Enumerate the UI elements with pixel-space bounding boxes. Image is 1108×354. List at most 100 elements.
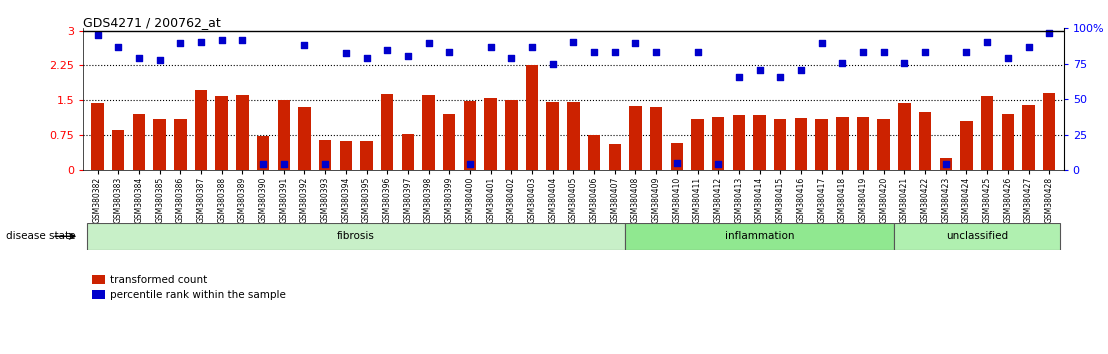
- Bar: [878, 119, 890, 170]
- Text: fibrosis: fibrosis: [337, 231, 376, 241]
- Point: [337, 50, 355, 56]
- Bar: [360, 141, 372, 170]
- Bar: [195, 90, 207, 170]
- Bar: [215, 96, 228, 170]
- Point: [854, 49, 872, 55]
- Point: [647, 49, 665, 55]
- Point: [689, 49, 707, 55]
- Bar: [381, 94, 393, 170]
- Bar: [815, 119, 828, 170]
- Text: unclassified: unclassified: [946, 231, 1008, 241]
- Point: [316, 161, 334, 167]
- Bar: [464, 101, 476, 170]
- Point: [440, 49, 458, 55]
- Bar: [112, 131, 124, 170]
- Bar: [1043, 93, 1056, 170]
- Bar: [629, 106, 642, 170]
- Point: [585, 49, 603, 55]
- Point: [482, 45, 500, 50]
- Bar: [567, 102, 579, 170]
- Point: [833, 60, 851, 65]
- Point: [213, 38, 230, 43]
- Point: [937, 161, 955, 167]
- Bar: [88, 223, 625, 250]
- Point: [275, 161, 293, 167]
- Point: [89, 32, 106, 38]
- Point: [192, 39, 209, 45]
- Text: disease state: disease state: [6, 232, 75, 241]
- Point: [895, 60, 913, 65]
- Bar: [1023, 105, 1035, 170]
- Point: [130, 56, 147, 61]
- Bar: [153, 119, 166, 170]
- Bar: [133, 114, 145, 170]
- Bar: [505, 100, 517, 170]
- Point: [813, 40, 831, 46]
- Bar: [712, 116, 725, 170]
- Point: [296, 42, 314, 47]
- Point: [627, 40, 645, 46]
- Bar: [961, 121, 973, 170]
- Bar: [257, 137, 269, 170]
- Bar: [837, 116, 849, 170]
- Bar: [608, 144, 620, 170]
- Bar: [443, 114, 455, 170]
- Point: [564, 39, 583, 45]
- Point: [234, 38, 252, 43]
- Point: [378, 47, 396, 53]
- Point: [420, 40, 438, 46]
- Bar: [278, 100, 290, 170]
- Point: [172, 40, 189, 46]
- Bar: [940, 158, 952, 170]
- Bar: [753, 115, 766, 170]
- Bar: [174, 119, 186, 170]
- Bar: [319, 140, 331, 170]
- Bar: [402, 134, 414, 170]
- Point: [1019, 45, 1037, 50]
- Text: inflammation: inflammation: [725, 231, 794, 241]
- Point: [875, 49, 893, 55]
- Bar: [1002, 114, 1014, 170]
- Point: [709, 161, 727, 167]
- Point: [792, 67, 810, 73]
- Point: [751, 67, 769, 73]
- Point: [730, 74, 748, 79]
- Bar: [894, 223, 1059, 250]
- Point: [1040, 30, 1058, 36]
- Point: [668, 160, 686, 166]
- Point: [110, 45, 127, 50]
- Point: [502, 56, 520, 61]
- Bar: [422, 95, 434, 170]
- Point: [461, 161, 479, 167]
- Bar: [340, 141, 352, 170]
- Text: GDS4271 / 200762_at: GDS4271 / 200762_at: [83, 16, 220, 29]
- Bar: [526, 65, 538, 170]
- Point: [544, 61, 562, 67]
- Bar: [298, 107, 310, 170]
- Point: [606, 49, 624, 55]
- Bar: [588, 135, 601, 170]
- Bar: [91, 103, 104, 170]
- Point: [978, 39, 996, 45]
- Bar: [856, 116, 869, 170]
- Bar: [670, 143, 683, 170]
- Bar: [981, 96, 994, 170]
- Point: [254, 161, 271, 167]
- Point: [523, 45, 541, 50]
- Bar: [691, 119, 704, 170]
- Bar: [236, 95, 248, 170]
- Bar: [919, 112, 932, 170]
- Bar: [484, 98, 496, 170]
- Point: [151, 57, 168, 63]
- Bar: [774, 119, 787, 170]
- Point: [916, 49, 934, 55]
- Point: [957, 49, 975, 55]
- Bar: [899, 103, 911, 170]
- Point: [399, 53, 417, 58]
- Bar: [650, 107, 663, 170]
- Bar: [794, 118, 807, 170]
- Bar: [732, 115, 745, 170]
- Point: [358, 56, 376, 61]
- Bar: [546, 102, 558, 170]
- Bar: [625, 223, 894, 250]
